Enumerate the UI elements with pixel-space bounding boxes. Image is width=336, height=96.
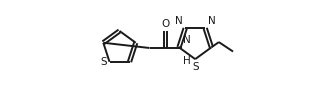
Text: S: S xyxy=(192,62,199,72)
Text: N: N xyxy=(208,16,215,26)
Text: H: H xyxy=(183,56,191,66)
Text: S: S xyxy=(100,57,107,67)
Text: O: O xyxy=(162,19,170,29)
Text: N: N xyxy=(175,16,183,26)
Text: N: N xyxy=(183,35,191,45)
